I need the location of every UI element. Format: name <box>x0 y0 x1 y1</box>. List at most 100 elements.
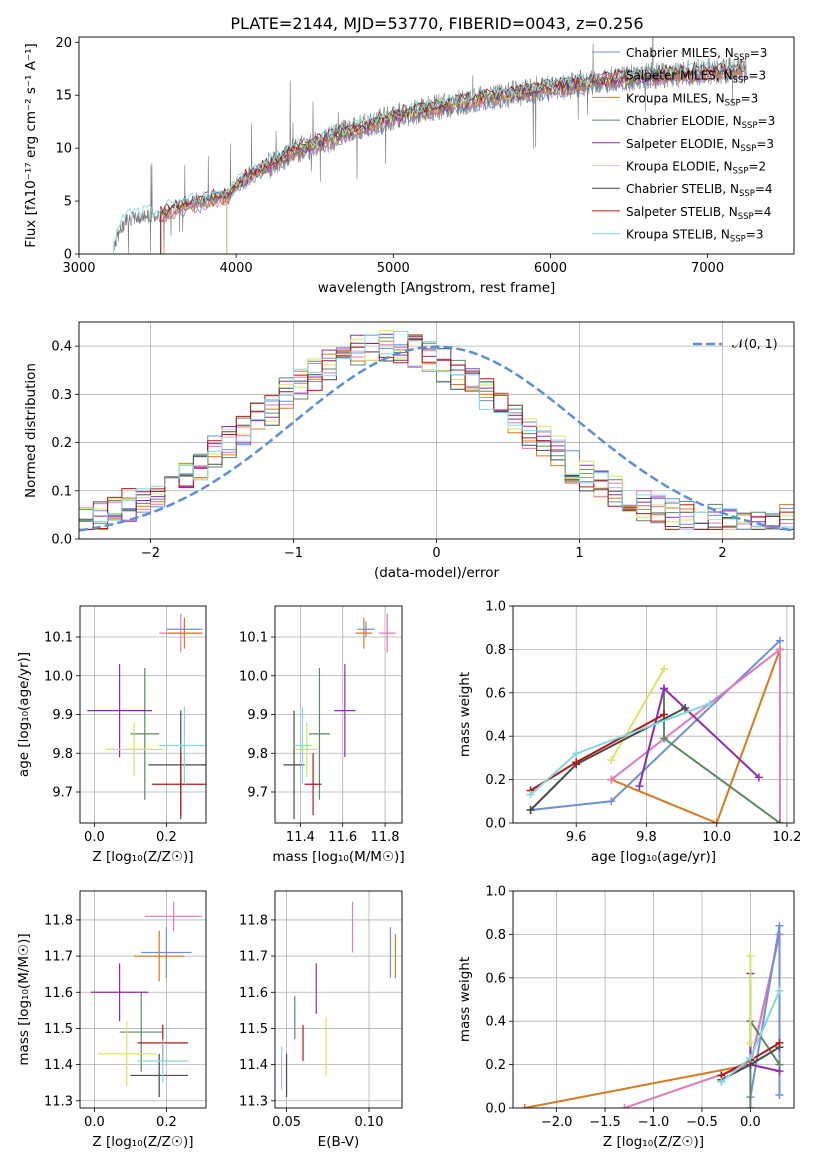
errorbar-point <box>152 753 206 816</box>
plot-area-mass-vs-Z <box>80 891 206 1108</box>
y-tick-label: 9.9 <box>247 708 268 723</box>
legend-subscript: SSP <box>738 212 754 222</box>
x-tick-label: 0.0 <box>84 830 105 845</box>
x-tick-label: 3000 <box>62 261 95 276</box>
mass-weight-marker <box>572 758 581 767</box>
x-tick-label: −2 <box>141 546 160 561</box>
y-tick-label: 11.7 <box>239 950 268 965</box>
x-tick-label: −0.5 <box>686 1115 718 1130</box>
mass-weight-marker <box>705 699 714 708</box>
plot-area-age-vs-mass <box>275 606 402 823</box>
y-tick-label: 0.4 <box>485 730 506 745</box>
y-tick-label: 11.8 <box>44 913 73 928</box>
mass-weight-marker <box>775 921 784 930</box>
x-tick-label: 0.2 <box>156 1115 177 1130</box>
y-tick-label: 11.5 <box>44 1022 73 1037</box>
legend-count: =2 <box>748 160 766 174</box>
mass-weight-marker <box>775 819 784 823</box>
legend-label: Chabrier STELIB, N <box>626 182 739 196</box>
legend-entry: Kroupa STELIB, NSSP=3 <box>626 228 764 245</box>
model-spectrum-line <box>160 59 746 254</box>
y-tick-label: 0.6 <box>485 686 506 701</box>
x-axis-label: mass [log₁₀(M/M☉)] <box>272 849 404 865</box>
x-tick-label: 10.0 <box>702 830 731 845</box>
panel-spectrum: 3000 4000 5000 6000 7000 0 5 10 15 20 wavelength [… <box>23 36 795 296</box>
model-spectrum-line <box>113 58 746 254</box>
y-tick-label: 0.2 <box>51 436 72 451</box>
x-tick-label: 0.0 <box>84 1115 105 1130</box>
y-tick-label: 20 <box>55 36 72 51</box>
y-tick-label: 10.0 <box>239 669 268 684</box>
y-tick-label: 0.0 <box>485 1102 506 1117</box>
mass-weight-marker <box>746 1104 755 1108</box>
errorbar-point <box>308 668 331 800</box>
x-tick-label: 10.2 <box>772 830 801 845</box>
mass-weight-line <box>610 668 665 761</box>
mass-weight-marker <box>717 1077 726 1086</box>
y-tick-label: 0.2 <box>485 773 506 788</box>
x-tick-label: −2.0 <box>541 1115 573 1130</box>
x-axis-label: E(B-V) <box>318 1134 360 1150</box>
normal-legend-label: 𝒩(0, 1) <box>732 336 778 351</box>
x-tick-label: 2 <box>718 546 726 561</box>
errorbar-point <box>137 1039 188 1083</box>
errorbar-point <box>355 617 373 649</box>
legend-subscript: SSP <box>740 144 756 154</box>
legend-count: =3 <box>741 91 759 105</box>
y-tick-label: 0 <box>64 248 72 263</box>
mass-weight-marker <box>620 1104 629 1108</box>
mass-weight-marker <box>681 703 690 712</box>
errorbar-point <box>87 664 152 758</box>
legend-entry: Chabrier STELIB, NSSP=4 <box>626 182 773 199</box>
legend-count: =3 <box>748 69 766 83</box>
errorbar-point <box>141 927 192 978</box>
y-tick-label: 15 <box>55 89 72 104</box>
axes-frame <box>78 36 795 255</box>
x-tick-label: 4000 <box>220 261 253 276</box>
errorbar-point <box>90 963 149 1022</box>
y-axis-label: mass weight <box>457 672 473 757</box>
x-axis-label: age [log₁₀(age/yr)] <box>591 849 716 865</box>
normal-curve <box>79 345 794 532</box>
errorbar-point <box>357 621 375 637</box>
y-tick-label: 0.3 <box>51 388 72 403</box>
y-tick-label: 0.6 <box>485 971 506 986</box>
errorbar-point <box>166 617 203 649</box>
panel-mass-vs-Z: 0.0 0.2 11.3 11.4 11.5 11.6 11.7 11.8 Z [log₁₀(Z… <box>16 890 207 1150</box>
panel-residuals: −2 −1 0 1 2 0.0 0.1 0.2 0.3 0.4 (data-model)/error… <box>23 321 795 581</box>
errorbar-point <box>134 930 185 982</box>
y-tick-label: 11.6 <box>44 986 73 1001</box>
y-tick-label: 0.2 <box>485 1058 506 1073</box>
y-tick-label: 0.1 <box>51 484 72 499</box>
mass-weight-marker <box>607 756 616 765</box>
mass-weight-marker <box>775 986 784 995</box>
y-tick-label: 0.4 <box>51 340 72 355</box>
mass-weight-marker <box>746 1038 755 1047</box>
mass-weight-marker <box>746 1054 755 1063</box>
mass-weight-marker <box>660 664 669 673</box>
mass-weight-marker <box>775 1090 784 1099</box>
model-spectrum-line <box>226 65 676 254</box>
mass-weight-marker <box>572 749 581 758</box>
y-tick-label: 0.4 <box>485 1015 506 1030</box>
legend-count: =3 <box>750 46 768 60</box>
errorbar-point <box>378 613 396 653</box>
mass-weight-marker <box>754 773 763 782</box>
y-tick-label: 11.8 <box>239 913 268 928</box>
x-tick-label: 0 <box>432 546 440 561</box>
plot-area-residuals <box>79 322 794 539</box>
legend-subscript: SSP <box>730 235 746 245</box>
x-tick-label: 0.05 <box>272 1115 301 1130</box>
mass-weight-marker <box>775 636 784 645</box>
figure-title: PLATE=2144, MJD=53770, FIBERID=0043, z=0… <box>230 14 643 33</box>
x-tick-label: 11.8 <box>371 830 400 845</box>
legend-subscript: SSP <box>734 53 750 63</box>
y-tick-label: 9.9 <box>52 708 73 723</box>
y-tick-label: 10.0 <box>44 669 73 684</box>
y-axis-label: Flux [fλ10⁻¹⁷ erg cm⁻² s⁻¹ A⁻¹] <box>23 43 39 248</box>
mass-weight-marker <box>712 819 721 823</box>
model-spectrum-line <box>226 69 676 254</box>
